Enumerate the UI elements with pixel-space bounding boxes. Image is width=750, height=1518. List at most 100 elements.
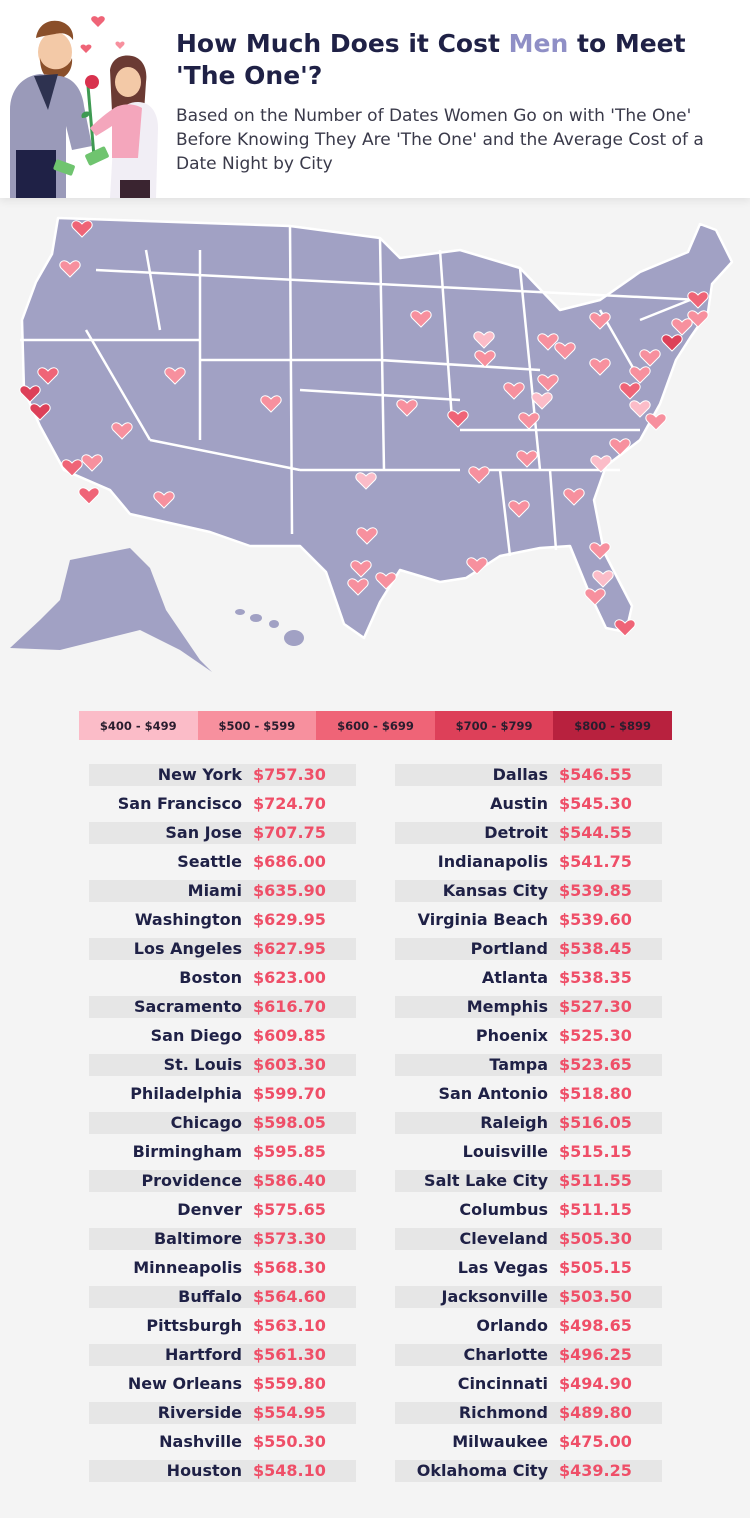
city-heart-icon bbox=[589, 542, 611, 560]
city-heart-icon bbox=[447, 410, 469, 428]
city-heart-icon bbox=[61, 459, 83, 477]
city-cost: $573.30 bbox=[253, 1229, 326, 1248]
city-cost: $516.05 bbox=[559, 1113, 632, 1132]
city-heart-icon bbox=[584, 588, 606, 606]
city-cost: $523.65 bbox=[559, 1055, 632, 1074]
table-row: Washington $629.95 bbox=[89, 909, 356, 931]
table-row: San Jose $707.75 bbox=[89, 822, 356, 844]
city-cost: $548.10 bbox=[253, 1461, 326, 1480]
table-row: Los Angeles $627.95 bbox=[89, 938, 356, 960]
city-cost: $627.95 bbox=[253, 939, 326, 958]
city-cost: $494.90 bbox=[559, 1374, 632, 1393]
city-heart-icon bbox=[81, 454, 103, 472]
city-cost: $568.30 bbox=[253, 1258, 326, 1277]
city-heart-icon bbox=[531, 392, 553, 410]
city-cost: $539.60 bbox=[559, 910, 632, 929]
city-cost: $575.65 bbox=[253, 1200, 326, 1219]
city-cost: $511.55 bbox=[559, 1171, 632, 1190]
table-row: Milwaukee $475.00 bbox=[395, 1431, 662, 1453]
city-name: Richmond bbox=[458, 1403, 548, 1422]
table-row: Tampa $523.65 bbox=[395, 1054, 662, 1076]
city-name: Cleveland bbox=[459, 1229, 548, 1248]
page-title: How Much Does it Cost Men to Meet 'The O… bbox=[176, 29, 686, 90]
city-name: Oklahoma City bbox=[416, 1461, 548, 1480]
cost-table-right: Dallas $546.55 Austin $545.30 Detroit $544.55… bbox=[395, 764, 662, 1489]
us-map bbox=[10, 216, 734, 672]
table-row: Memphis $527.30 bbox=[395, 996, 662, 1018]
city-heart-icon bbox=[687, 291, 709, 309]
table-row: San Antonio $518.80 bbox=[395, 1083, 662, 1105]
table-row: San Diego $609.85 bbox=[89, 1025, 356, 1047]
city-heart-icon bbox=[629, 400, 651, 418]
cost-table-left: New York $757.30 San Francisco $724.70 San J… bbox=[89, 764, 356, 1489]
table-row: Hartford $561.30 bbox=[89, 1344, 356, 1366]
table-row: Columbus $511.15 bbox=[395, 1199, 662, 1221]
table-row: Austin $545.30 bbox=[395, 793, 662, 815]
city-cost: $546.55 bbox=[559, 765, 632, 784]
city-heart-icon bbox=[78, 487, 100, 505]
page-subtitle: Based on the Number of Dates Women Go on… bbox=[176, 106, 704, 174]
floating-heart-icon bbox=[91, 16, 105, 27]
city-name: St. Louis bbox=[163, 1055, 242, 1074]
city-name: Milwaukee bbox=[452, 1432, 548, 1451]
city-cost: $599.70 bbox=[253, 1084, 326, 1103]
city-name: Miami bbox=[187, 881, 242, 900]
city-heart-icon bbox=[355, 472, 377, 490]
city-cost: $498.65 bbox=[559, 1316, 632, 1335]
city-cost: $724.70 bbox=[253, 794, 326, 813]
city-name: New York bbox=[157, 765, 242, 784]
table-row: New Orleans $559.80 bbox=[89, 1373, 356, 1395]
table-row: Providence $586.40 bbox=[89, 1170, 356, 1192]
city-cost: $544.55 bbox=[559, 823, 632, 842]
table-row: Minneapolis $568.30 bbox=[89, 1257, 356, 1279]
city-heart-icon bbox=[592, 570, 614, 588]
legend-item: $500 - $599 bbox=[197, 711, 317, 740]
city-heart-icon bbox=[609, 438, 631, 456]
table-row: Orlando $498.65 bbox=[395, 1315, 662, 1337]
table-row: Atlanta $538.35 bbox=[395, 967, 662, 989]
table-row: Baltimore $573.30 bbox=[89, 1228, 356, 1250]
city-heart-icon bbox=[466, 557, 488, 575]
city-hearts bbox=[19, 220, 709, 637]
city-heart-icon bbox=[396, 399, 418, 417]
city-heart-icon bbox=[260, 395, 282, 413]
city-heart-icon bbox=[508, 500, 530, 518]
table-row: Detroit $544.55 bbox=[395, 822, 662, 844]
city-cost: $525.30 bbox=[559, 1026, 632, 1045]
city-cost: $586.40 bbox=[253, 1171, 326, 1190]
legend-item: $600 - $699 bbox=[316, 711, 435, 740]
city-cost: $595.85 bbox=[253, 1142, 326, 1161]
city-heart-icon bbox=[410, 310, 432, 328]
city-heart-icon bbox=[164, 367, 186, 385]
table-row: Salt Lake City $511.55 bbox=[395, 1170, 662, 1192]
city-heart-icon bbox=[347, 578, 369, 596]
city-heart-icon bbox=[516, 450, 538, 468]
city-name: Jacksonville bbox=[441, 1287, 548, 1306]
city-name: Providence bbox=[141, 1171, 242, 1190]
table-row: Richmond $489.80 bbox=[395, 1402, 662, 1424]
table-row: Cincinnati $494.90 bbox=[395, 1373, 662, 1395]
city-name: Washington bbox=[134, 910, 242, 929]
city-name: Las Vegas bbox=[457, 1258, 548, 1277]
city-cost: $489.80 bbox=[559, 1403, 632, 1422]
city-name: Minneapolis bbox=[133, 1258, 242, 1277]
city-cost: $554.95 bbox=[253, 1403, 326, 1422]
table-row: Dallas $546.55 bbox=[395, 764, 662, 786]
city-heart-icon bbox=[19, 385, 41, 403]
city-heart-icon bbox=[356, 527, 378, 545]
city-heart-icon bbox=[614, 619, 636, 637]
city-cost: $515.15 bbox=[559, 1142, 632, 1161]
city-heart-icon bbox=[619, 382, 641, 400]
city-name: Philadelphia bbox=[130, 1084, 242, 1103]
city-name: Denver bbox=[177, 1200, 242, 1219]
city-cost: $518.80 bbox=[559, 1084, 632, 1103]
table-row: Riverside $554.95 bbox=[89, 1402, 356, 1424]
city-heart-icon bbox=[687, 310, 709, 328]
city-name: Atlanta bbox=[481, 968, 548, 987]
city-heart-icon bbox=[661, 334, 683, 352]
city-name: Buffalo bbox=[178, 1287, 242, 1306]
table-row: Indianapolis $541.75 bbox=[395, 851, 662, 873]
city-cost: $527.30 bbox=[559, 997, 632, 1016]
city-cost: $511.15 bbox=[559, 1200, 632, 1219]
city-heart-icon bbox=[589, 312, 611, 330]
